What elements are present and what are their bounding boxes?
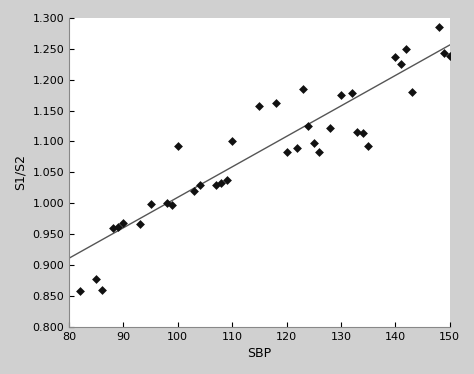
- Point: [136, 221, 144, 227]
- Point: [435, 24, 443, 30]
- Point: [218, 180, 225, 186]
- Point: [337, 92, 345, 98]
- Point: [109, 225, 116, 231]
- Point: [315, 149, 323, 155]
- Point: [326, 125, 334, 131]
- Point: [397, 61, 404, 67]
- Point: [299, 86, 307, 92]
- Point: [402, 46, 410, 52]
- Point: [365, 143, 372, 149]
- Point: [76, 288, 84, 294]
- Point: [283, 149, 290, 155]
- Point: [354, 129, 361, 135]
- Point: [348, 90, 356, 96]
- Point: [119, 220, 127, 226]
- Point: [440, 50, 448, 56]
- Point: [147, 201, 155, 207]
- Point: [272, 100, 280, 106]
- Point: [196, 182, 203, 188]
- Point: [408, 89, 415, 95]
- Point: [163, 200, 171, 206]
- Point: [446, 53, 454, 59]
- Point: [228, 138, 236, 144]
- Point: [310, 140, 318, 146]
- Point: [392, 55, 399, 61]
- Y-axis label: S1/S2: S1/S2: [14, 154, 27, 190]
- Point: [169, 202, 176, 208]
- Point: [255, 102, 263, 108]
- Point: [212, 182, 219, 188]
- X-axis label: SBP: SBP: [247, 347, 272, 360]
- Point: [190, 188, 198, 194]
- Point: [293, 145, 301, 151]
- Point: [114, 224, 122, 230]
- Point: [359, 131, 366, 137]
- Point: [304, 123, 312, 129]
- Point: [223, 177, 230, 183]
- Point: [92, 276, 100, 282]
- Point: [174, 143, 182, 149]
- Point: [98, 286, 106, 292]
